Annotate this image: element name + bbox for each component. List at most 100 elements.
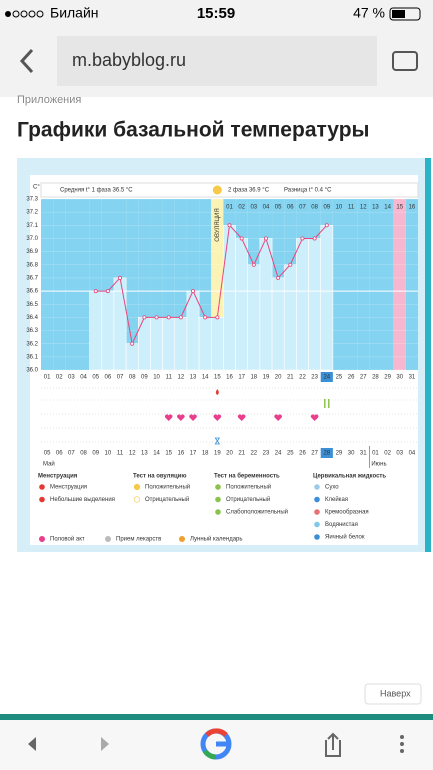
temp-bar: [101, 290, 115, 371]
day-column: [345, 199, 358, 370]
intercourse-icon: [164, 414, 173, 421]
day-column: [405, 199, 418, 370]
temp-bar: [198, 317, 212, 371]
date-label: 05: [44, 451, 51, 457]
y-tick-label: 36.3: [26, 328, 38, 334]
x-tick-label: 22: [299, 375, 306, 381]
day-column: [41, 199, 54, 370]
y-tick-label: 36.6: [26, 289, 38, 295]
x-tick-label: 20: [275, 375, 282, 381]
temp-bar: [113, 277, 127, 371]
temp-point: [178, 315, 183, 320]
temp-line: [95, 224, 328, 346]
legend-icon: [39, 484, 45, 490]
temp-point: [300, 236, 305, 241]
legend-icon: [215, 496, 221, 503]
bbt-chart: С° Средняя t° 1 фаза 36.5 °C 2 фаза 36.9 °…: [26, 182, 419, 468]
footer-strip: [0, 714, 433, 720]
x-tick-label: 14: [202, 375, 209, 381]
x-tick-label: 15: [214, 375, 221, 381]
phase2-day: 14: [384, 205, 391, 211]
temp-point: [191, 289, 196, 294]
y-tick-label: 36.0: [26, 368, 38, 374]
tabs-button[interactable]: [392, 51, 418, 71]
menu[interactable]: [400, 735, 404, 753]
legend-icon: [215, 509, 221, 515]
month-label: Май: [43, 461, 55, 468]
x-tick-label: 27: [360, 375, 367, 381]
url: m.babyblog.ru: [72, 50, 186, 70]
temp-point: [288, 262, 293, 267]
phase2-day: 08: [311, 205, 318, 211]
x-tick-label: 25: [336, 375, 343, 381]
clock: 15:59: [197, 5, 235, 22]
date-label: 25: [287, 451, 294, 457]
google-button[interactable]: [200, 728, 232, 760]
day-column: [357, 199, 370, 370]
phase2-day: 07: [299, 205, 306, 211]
back-to-top[interactable]: [364, 683, 422, 705]
legend-item: Положительный: [226, 484, 271, 491]
unit: С°: [33, 185, 40, 191]
x-tick-label: 17: [238, 375, 245, 381]
phase2-day: 12: [360, 205, 367, 211]
x-tick-label: 29: [384, 375, 391, 381]
date-label: 28: [323, 451, 330, 457]
legend-heading: Цервикальная жидкость: [313, 474, 386, 480]
annotation: Средняя t° 1 фаза 36.5 °C: [60, 188, 133, 194]
phase2-day: 05: [275, 205, 282, 211]
ovulation-label: ОВУЛЯЦИЯ: [215, 208, 221, 241]
legend-icon: [314, 521, 320, 528]
phase2-day: 09: [323, 205, 330, 211]
x-tick-label: 26: [348, 375, 355, 381]
date-label: 14: [153, 451, 160, 457]
legend-icon: [179, 536, 185, 542]
phase2-day: 04: [263, 205, 270, 211]
y-tick-label: 36.9: [26, 249, 38, 255]
nav-back[interactable]: [28, 737, 36, 751]
x-tick-label: 01: [44, 375, 51, 381]
back-button[interactable]: [19, 48, 34, 74]
x-tick-label: 31: [409, 375, 416, 381]
legend-icon: [133, 496, 141, 503]
date-label: 29: [336, 451, 343, 457]
x-tick-label: 13: [190, 375, 197, 381]
temp-point: [105, 289, 110, 294]
phase2-day: 16: [409, 205, 416, 211]
legend-heading: Менструация: [38, 474, 78, 480]
date-label: 03: [396, 451, 403, 457]
date-label: 18: [202, 451, 209, 457]
legend-item: Водянистая: [325, 522, 358, 528]
date-label: 22: [250, 451, 257, 457]
legend-item: Половой акт: [50, 536, 85, 543]
intercourse-icon: [237, 414, 246, 421]
date-label: 08: [80, 451, 87, 457]
intercourse-icon: [213, 414, 222, 421]
temp-bar: [210, 317, 224, 371]
date-label: 15: [165, 451, 172, 457]
x-tick-label: 24: [323, 375, 330, 381]
nav-forward[interactable]: [101, 737, 109, 751]
date-label: 30: [348, 451, 355, 457]
day-column: [381, 199, 394, 370]
temp-point: [276, 275, 281, 280]
legend-icon: [39, 496, 45, 503]
day-column: [77, 199, 90, 370]
temp-bar: [308, 238, 322, 371]
share[interactable]: [325, 732, 341, 757]
date-label: 13: [141, 451, 148, 457]
x-tick-label: 28: [372, 375, 379, 381]
intercourse-icon: [274, 414, 282, 421]
x-tick-label: 18: [250, 375, 257, 381]
phase2-day: 15: [396, 205, 403, 211]
breadcrumb[interactable]: Приложения: [17, 94, 81, 106]
annotation: 2 фаза 36.9 °C: [228, 188, 270, 194]
date-label: 02: [384, 451, 391, 457]
month-label: Июнь: [371, 462, 386, 468]
temp-bar: [89, 290, 103, 371]
date-label: 10: [105, 451, 112, 457]
url-field[interactable]: [57, 36, 377, 86]
temp-bar: [271, 277, 285, 371]
temp-bar: [162, 317, 176, 371]
